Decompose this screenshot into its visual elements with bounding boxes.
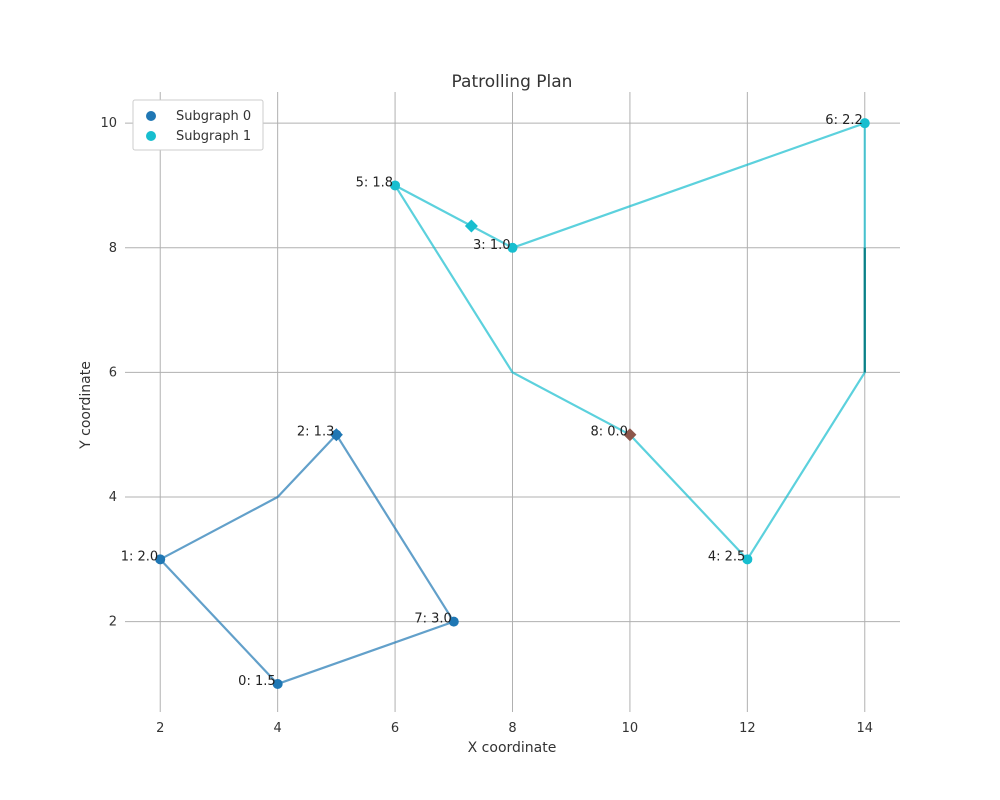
legend: Subgraph 0 Subgraph 1: [132, 99, 264, 151]
series-path-subgraph-0: [159, 433, 455, 685]
legend-marker-subgraph-0: [146, 111, 156, 121]
x-tick-label: 6: [391, 721, 399, 736]
x-tick-label: 10: [622, 721, 639, 736]
y-tick-label: 8: [109, 241, 117, 256]
x-ticks: 2 4 6 8 10 12 14: [156, 721, 873, 736]
diamond-marker-1: [464, 219, 478, 233]
diamond-marker-0: [329, 428, 343, 442]
node-label-3: 3: 1.0: [473, 238, 510, 253]
x-axis-label: X coordinate: [468, 740, 557, 756]
node-label-5: 5: 1.8: [356, 175, 393, 190]
node-point-3: [507, 242, 518, 253]
diamond-marker-2: [623, 428, 637, 442]
node-point-6: [859, 118, 870, 129]
node-labels: 0: 1.5 1: 2.0 2: 1.3 3: 1.0 4: 2.5 5: 1.8 6: 2…: [121, 113, 863, 689]
node-label-6: 6: 2.2: [825, 113, 862, 128]
y-tick-label: 6: [109, 365, 117, 380]
node-point-7: [448, 616, 459, 627]
node-label-7: 7: 3.0: [414, 612, 451, 627]
x-tick-label: 4: [274, 721, 282, 736]
legend-box: [132, 99, 264, 151]
legend-marker-subgraph-1: [146, 131, 156, 141]
x-tick-label: 8: [508, 721, 516, 736]
y-tick-label: 10: [100, 116, 117, 131]
legend-label-subgraph-1: Subgraph 1: [176, 129, 251, 144]
node-point-0: [272, 678, 283, 689]
node-label-8: 8: 0.0: [590, 425, 627, 440]
node-point-1: [155, 554, 166, 565]
node-label-2: 2: 1.3: [297, 425, 334, 440]
y-ticks: 2 4 6 8 10: [100, 116, 117, 629]
node-label-1: 1: 2.0: [121, 549, 158, 564]
node-point-4: [742, 554, 753, 565]
grid: [125, 92, 900, 712]
y-tick-label: 4: [109, 490, 117, 505]
x-tick-label: 2: [156, 721, 164, 736]
markers: [155, 118, 870, 689]
x-tick-label: 14: [856, 721, 873, 736]
y-axis-label: Y coordinate: [78, 361, 94, 450]
node-point-5: [390, 180, 401, 191]
node-label-0: 0: 1.5: [238, 674, 275, 689]
node-label-4: 4: 2.5: [708, 549, 745, 564]
legend-label-subgraph-0: Subgraph 0: [176, 109, 251, 124]
x-tick-label: 12: [739, 721, 756, 736]
chart-title: Patrolling Plan: [452, 72, 573, 92]
y-tick-label: 2: [109, 615, 117, 630]
